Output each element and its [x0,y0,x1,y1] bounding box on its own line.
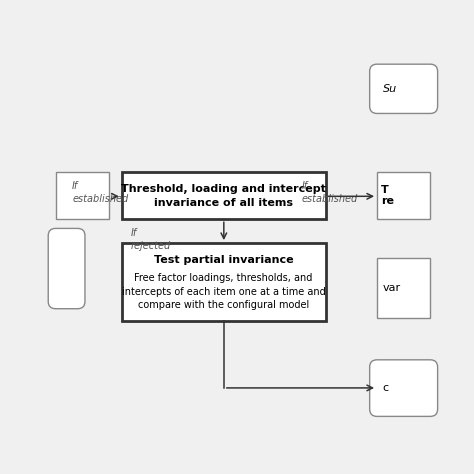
FancyBboxPatch shape [370,360,438,416]
Text: Test partial invariance: Test partial invariance [154,255,293,265]
Text: If
established: If established [72,182,128,204]
Text: Free factor loadings, thresholds, and
intercepts of each item one at a time and
: Free factor loadings, thresholds, and in… [122,273,326,310]
FancyBboxPatch shape [377,258,430,318]
Text: If
rejected: If rejected [131,228,171,251]
FancyBboxPatch shape [377,172,430,219]
FancyBboxPatch shape [122,243,326,321]
Text: T
re: T re [381,185,394,206]
Text: var: var [383,283,401,293]
Text: Threshold, loading and intercept
invariance of all items: Threshold, loading and intercept invaria… [121,183,326,208]
FancyBboxPatch shape [48,228,85,309]
Text: Su: Su [383,84,397,94]
FancyBboxPatch shape [122,172,326,219]
FancyBboxPatch shape [55,172,109,219]
Text: If
established: If established [301,182,358,204]
Text: c: c [383,383,389,393]
FancyBboxPatch shape [370,64,438,113]
